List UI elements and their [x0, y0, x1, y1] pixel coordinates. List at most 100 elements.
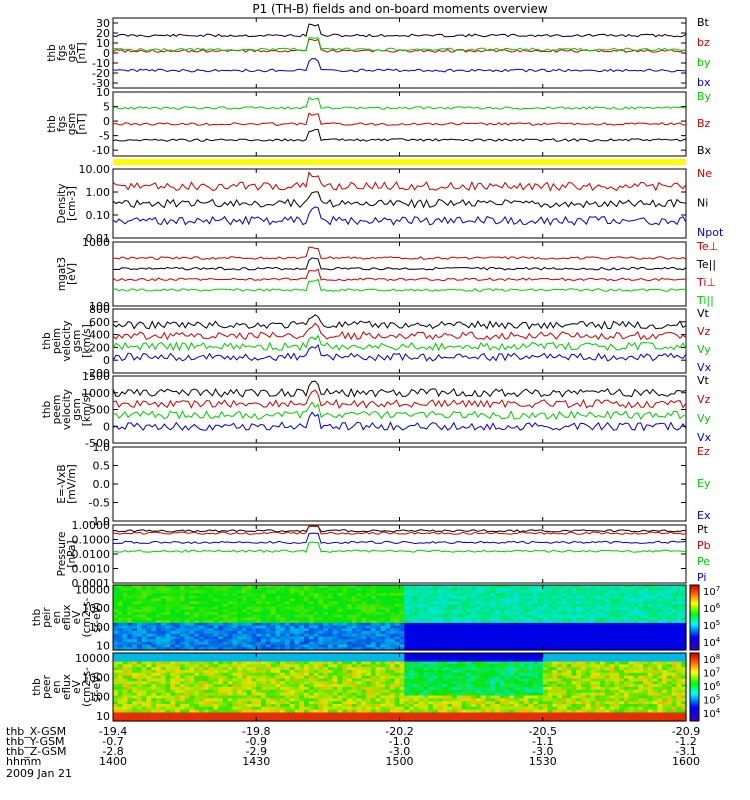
- spectrogram-cell: [466, 672, 472, 677]
- spectrogram-cell: [318, 620, 324, 624]
- spectrogram-cell: [437, 681, 444, 685]
- spectrogram-cell: [490, 689, 496, 694]
- spectrogram-cell: [122, 620, 128, 624]
- spectrogram-cell: [509, 622, 515, 627]
- spectrogram-cell: [609, 675, 615, 680]
- spectrogram-cell: [437, 590, 444, 594]
- spectrogram-cell: [509, 601, 515, 605]
- spectrogram-cell: [385, 598, 391, 602]
- spectrogram-cell: [466, 687, 472, 691]
- spectrogram-cell: [409, 655, 415, 660]
- spectrogram-cell: [184, 641, 190, 646]
- spectrogram-cell: [409, 601, 415, 605]
- spectrogram-cell: [399, 617, 405, 621]
- spectrogram-cell: [122, 587, 128, 591]
- spectrogram-cell: [370, 617, 377, 621]
- legend-entry: by: [697, 56, 711, 69]
- spectrogram-cell: [246, 647, 253, 651]
- spectrogram-cell: [561, 664, 568, 668]
- spectrogram-cell: [284, 612, 291, 616]
- spectrogram-cell: [428, 601, 434, 605]
- spectrogram-cell: [552, 609, 558, 613]
- spectrogram-cell: [647, 617, 654, 621]
- spectrogram-cell: [327, 631, 334, 635]
- spectrogram-cell: [643, 647, 649, 651]
- spectrogram-cell: [409, 647, 415, 651]
- spectrogram-cell: [418, 687, 424, 691]
- spectrogram-cell: [361, 641, 367, 646]
- spectrogram-cell: [132, 664, 138, 668]
- spectrogram-cell: [676, 672, 682, 677]
- spectrogram-cell: [499, 653, 506, 657]
- spectrogram-cell: [194, 658, 200, 663]
- spectrogram-cell: [523, 667, 530, 671]
- spectrogram-cell: [681, 636, 687, 640]
- spectrogram-cell: [518, 604, 525, 608]
- y-tick-label: 400: [89, 329, 110, 342]
- spectrogram-cell: [437, 585, 444, 589]
- spectrogram-cell: [480, 590, 487, 594]
- spectrogram-cell: [213, 631, 219, 635]
- spectrogram-cell: [304, 658, 310, 663]
- spectrogram-cell: [638, 661, 644, 665]
- spectrogram-cell: [342, 614, 348, 619]
- spectrogram-cell: [533, 612, 539, 616]
- spectrogram-cell: [662, 593, 668, 597]
- spectrogram-cell: [299, 617, 305, 621]
- spectrogram-cell: [409, 641, 415, 646]
- spectrogram-cell: [604, 664, 611, 668]
- spectrogram-cell: [514, 593, 520, 597]
- spectrogram-cell: [127, 604, 133, 608]
- spectrogram-cell: [581, 617, 587, 621]
- spectrogram-cell: [485, 689, 491, 694]
- spectrogram-cell: [304, 617, 310, 621]
- spectrogram-cell: [423, 598, 429, 602]
- spectrogram-cell: [342, 604, 348, 608]
- spectrogram-cell: [647, 658, 654, 663]
- spectrogram-cell: [299, 641, 305, 646]
- spectrogram-cell: [499, 606, 506, 610]
- spectrogram-cell: [585, 684, 592, 688]
- spectrogram-cell: [638, 667, 644, 671]
- spectrogram-cell: [633, 681, 639, 685]
- spectrogram-cell: [299, 585, 305, 589]
- spectrogram-cell: [638, 631, 644, 635]
- spectrogram-cell: [461, 598, 467, 602]
- spectrogram-cell: [203, 684, 210, 688]
- spectrogram-cell: [533, 675, 539, 680]
- spectrogram-cell: [475, 639, 482, 643]
- spectrogram-cell: [189, 620, 195, 624]
- spectrogram-cell: [332, 620, 338, 624]
- spectrogram-cell: [409, 675, 415, 680]
- spectrogram-cell: [265, 601, 272, 605]
- spectrogram-cell: [590, 653, 596, 657]
- spectrogram-cell: [261, 614, 267, 619]
- spectrogram-cell: [538, 595, 544, 600]
- spectrogram-cell: [504, 670, 510, 674]
- spectrogram-cell: [347, 678, 353, 682]
- spectrogram-cell: [399, 587, 405, 591]
- spectrogram-cell: [585, 625, 592, 629]
- spectrogram-cell: [480, 604, 487, 608]
- spectrogram-cell: [136, 641, 143, 646]
- spectrogram-cell: [647, 639, 654, 643]
- spectrogram-cell: [499, 678, 506, 682]
- y-tick-label: 0.01: [86, 232, 111, 245]
- spectrogram-cell: [518, 664, 525, 668]
- spectrogram-cell: [294, 598, 300, 602]
- spectrogram-cell: [323, 585, 329, 589]
- spectrogram-cell: [657, 636, 663, 640]
- spectrogram-cell: [337, 601, 343, 605]
- spectrogram-cell: [356, 595, 362, 600]
- spectrogram-cell: [117, 590, 124, 594]
- spectrogram-cell: [375, 590, 381, 594]
- spectrogram-cell: [413, 606, 420, 610]
- spectrogram-cell: [423, 590, 429, 594]
- spectrogram-cell: [495, 639, 501, 643]
- spectrogram-cell: [428, 636, 434, 640]
- spectrogram-cell: [175, 595, 181, 600]
- spectrogram-cell: [332, 617, 338, 621]
- spectrogram-cell: [270, 587, 276, 591]
- spectrogram-cell: [533, 636, 539, 640]
- spectrogram-cell: [399, 692, 405, 697]
